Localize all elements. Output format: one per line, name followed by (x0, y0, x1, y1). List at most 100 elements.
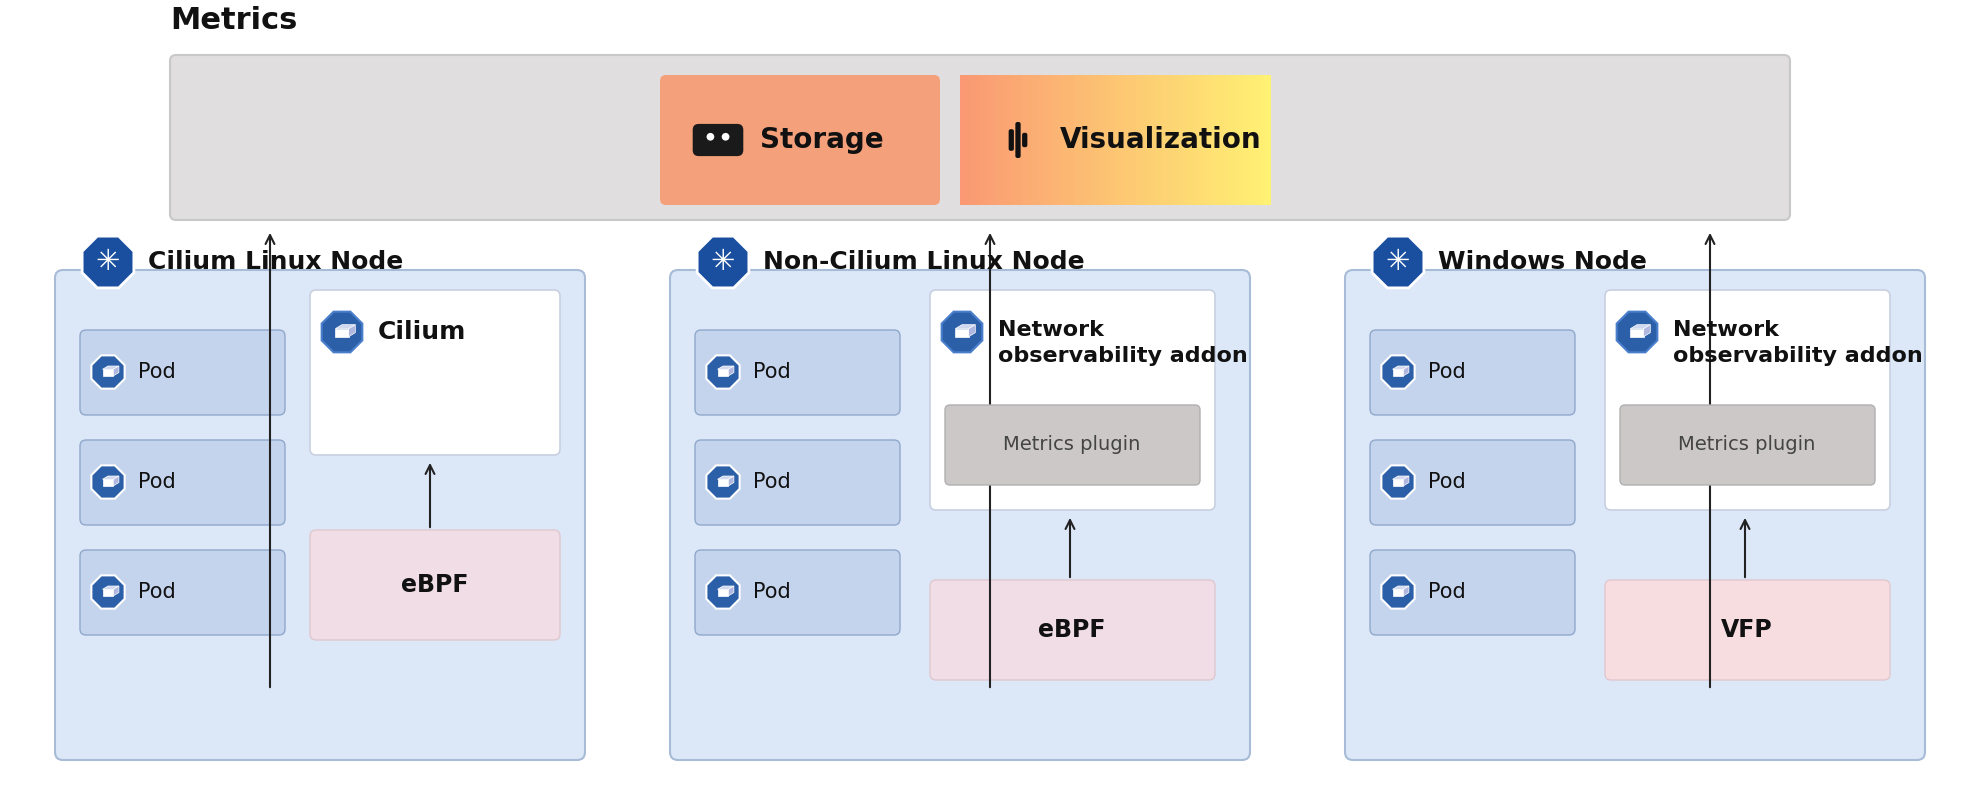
Text: Visualization: Visualization (1061, 126, 1263, 154)
Circle shape (707, 133, 714, 141)
Bar (966, 75, 972, 205)
FancyBboxPatch shape (311, 530, 560, 640)
FancyBboxPatch shape (695, 440, 900, 525)
Text: eBPF: eBPF (402, 573, 469, 597)
Bar (1152, 75, 1158, 205)
Bar (1094, 75, 1100, 205)
FancyBboxPatch shape (671, 270, 1251, 760)
Bar (1011, 75, 1017, 205)
FancyBboxPatch shape (79, 550, 285, 635)
Bar (1075, 75, 1081, 205)
Polygon shape (91, 356, 125, 389)
Polygon shape (707, 466, 740, 499)
Text: Pod: Pod (752, 362, 792, 382)
Bar (1088, 75, 1094, 205)
Polygon shape (103, 366, 119, 369)
Text: Metrics plugin: Metrics plugin (1003, 436, 1140, 454)
Text: Pod: Pod (139, 362, 176, 382)
Bar (1007, 75, 1013, 205)
Text: Cilium Linux Node: Cilium Linux Node (148, 250, 404, 274)
Polygon shape (91, 466, 125, 499)
FancyBboxPatch shape (1015, 122, 1021, 158)
Text: ✳: ✳ (710, 248, 734, 276)
Polygon shape (1403, 476, 1409, 486)
Polygon shape (323, 312, 362, 352)
Polygon shape (113, 476, 119, 486)
Polygon shape (103, 590, 113, 596)
Text: Pod: Pod (752, 582, 792, 602)
Polygon shape (1381, 575, 1415, 608)
Bar (1233, 75, 1241, 205)
Text: Pod: Pod (752, 472, 792, 492)
Bar (1146, 75, 1152, 205)
FancyBboxPatch shape (1605, 290, 1890, 510)
Bar (1265, 75, 1271, 205)
Bar (1229, 75, 1235, 205)
Polygon shape (1631, 329, 1645, 337)
Polygon shape (718, 366, 734, 369)
Polygon shape (942, 312, 982, 352)
Text: Non-Cilium Linux Node: Non-Cilium Linux Node (764, 250, 1084, 274)
Bar (1079, 75, 1084, 205)
FancyBboxPatch shape (695, 550, 900, 635)
Bar (991, 75, 997, 205)
Polygon shape (91, 575, 125, 608)
FancyBboxPatch shape (55, 270, 586, 760)
Polygon shape (956, 325, 976, 329)
Polygon shape (718, 369, 728, 376)
Text: Pod: Pod (1429, 582, 1466, 602)
Text: eBPF: eBPF (1039, 618, 1106, 642)
Bar (1017, 75, 1023, 205)
Text: Pod: Pod (139, 582, 176, 602)
Bar (1001, 75, 1007, 205)
Polygon shape (83, 237, 135, 288)
Polygon shape (1631, 325, 1650, 329)
Bar (1059, 75, 1065, 205)
Polygon shape (968, 325, 976, 337)
FancyBboxPatch shape (695, 330, 900, 415)
Bar (1047, 75, 1055, 205)
Bar (1063, 75, 1069, 205)
Polygon shape (113, 586, 119, 596)
Polygon shape (334, 325, 356, 329)
Bar (1178, 75, 1183, 205)
Bar (1223, 75, 1229, 205)
Bar (982, 75, 988, 205)
Bar (1053, 75, 1059, 205)
Bar (1239, 75, 1245, 205)
Bar (1203, 75, 1209, 205)
Bar (1213, 75, 1219, 205)
FancyBboxPatch shape (661, 75, 940, 205)
Bar (976, 75, 982, 205)
Bar (1126, 75, 1132, 205)
FancyBboxPatch shape (79, 330, 285, 415)
Bar (1084, 75, 1090, 205)
FancyBboxPatch shape (1369, 440, 1575, 525)
FancyBboxPatch shape (1021, 133, 1027, 147)
Polygon shape (718, 590, 728, 596)
Text: Pod: Pod (139, 472, 176, 492)
FancyBboxPatch shape (1009, 130, 1013, 151)
Bar (986, 75, 991, 205)
Polygon shape (718, 476, 734, 480)
Bar (1100, 75, 1106, 205)
Bar (1197, 75, 1203, 205)
Text: Metrics plugin: Metrics plugin (1678, 436, 1815, 454)
Bar (960, 75, 966, 205)
Text: ✳: ✳ (1385, 248, 1411, 276)
Bar (1249, 75, 1255, 205)
Text: Windows Node: Windows Node (1439, 250, 1647, 274)
FancyBboxPatch shape (946, 405, 1199, 485)
FancyBboxPatch shape (79, 440, 285, 525)
Bar (1156, 75, 1162, 205)
Text: Cilium: Cilium (378, 320, 467, 344)
Polygon shape (103, 369, 113, 376)
Polygon shape (1617, 312, 1656, 352)
Bar (1114, 75, 1122, 205)
Bar (1069, 75, 1075, 205)
Bar (1043, 75, 1049, 205)
Bar (1130, 75, 1136, 205)
Polygon shape (103, 480, 113, 486)
FancyBboxPatch shape (1369, 550, 1575, 635)
Bar (1187, 75, 1193, 205)
